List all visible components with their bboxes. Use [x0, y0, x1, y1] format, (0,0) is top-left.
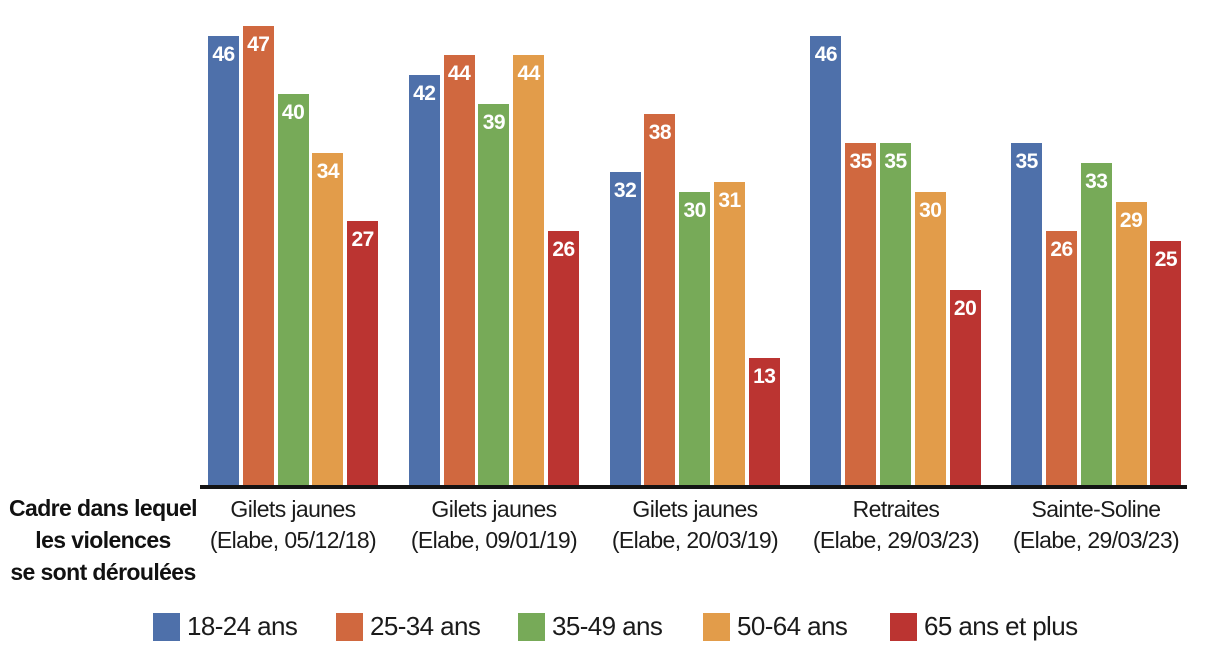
- bar-series-2-group-0: 40: [277, 94, 309, 485]
- bar-value-label: 38: [648, 121, 672, 144]
- category-label-line1: Gilets jaunes: [632, 496, 758, 522]
- bar-value-label: 44: [517, 62, 541, 85]
- category-label-line2: (Elabe, 29/03/23): [812, 527, 980, 553]
- bar-value-label: 29: [1119, 209, 1143, 232]
- bar-value-label: 35: [849, 150, 873, 173]
- bar-value-label: 13: [753, 365, 776, 388]
- bar-series-4-group-0: 27: [347, 221, 379, 485]
- bar-series-3-group-2: 31: [714, 182, 745, 485]
- legend-item-2: 35-49 ans: [518, 611, 663, 642]
- bar-value-label: 26: [1050, 238, 1073, 261]
- legend-swatch-icon: [703, 612, 730, 641]
- bar-series-2-group-3: 35: [880, 143, 911, 485]
- category-label-line2: (Elabe, 09/01/19): [410, 527, 578, 553]
- bar-value-label: 47: [247, 33, 270, 56]
- bar-value-label: 31: [718, 189, 741, 212]
- plot-area: 46 42 32 46 35 47 44 38 35 26 40 39 30 35 33 34 44 31 30 29…: [200, 0, 1187, 489]
- x-axis-title-line: se sont déroulées: [10, 559, 196, 585]
- legend-item-3: 50-64 ans: [703, 611, 848, 642]
- x-axis-title: Cadre dans lequel les violences se sont …: [8, 492, 198, 588]
- bar-series-3-group-0: 34: [312, 153, 344, 485]
- category-label-1: Gilets jaunes (Elabe, 09/01/19): [384, 494, 604, 556]
- category-label-line1: Retraites: [852, 496, 940, 522]
- bar-series-1-group-0: 47: [242, 26, 274, 485]
- bar-series-2-group-4: 33: [1080, 163, 1112, 485]
- bar-value-label: 46: [814, 43, 838, 66]
- bar-series-1-group-4: 26: [1046, 231, 1077, 485]
- bar-series-0-group-2: 32: [609, 172, 641, 485]
- legend-label: 65 ans et plus: [924, 611, 1078, 641]
- category-label-line1: Sainte-Soline: [1031, 496, 1161, 522]
- bar-series-4-group-3: 20: [949, 290, 981, 485]
- legend: 18-24 ans 25-34 ans 35-49 ans 50-64 ans 65 a…: [0, 611, 1218, 645]
- bar-series-0-group-0: 46: [208, 36, 239, 485]
- legend-label: 25-34 ans: [370, 611, 481, 641]
- category-label-line2: (Elabe, 20/03/19): [611, 527, 779, 553]
- bar-series-3-group-1: 44: [513, 55, 545, 485]
- legend-item-1: 25-34 ans: [336, 611, 481, 642]
- category-label-line1: Gilets jaunes: [431, 496, 557, 522]
- bar-series-2-group-1: 39: [478, 104, 510, 485]
- category-label-3: Retraites (Elabe, 29/03/23): [786, 494, 1006, 556]
- x-axis-title-line: Cadre dans lequel: [9, 495, 198, 521]
- category-label-line1: Gilets jaunes: [230, 496, 356, 522]
- bar-value-label: 34: [316, 160, 340, 183]
- bar-value-label: 40: [281, 101, 305, 124]
- bar-value-label: 26: [552, 238, 575, 261]
- bar-value-label: 35: [884, 150, 907, 173]
- category-label-2: Gilets jaunes (Elabe, 20/03/19): [585, 494, 805, 556]
- bar-value-label: 35: [1015, 150, 1039, 173]
- bar-series-2-group-2: 30: [679, 192, 711, 485]
- bar-series-0-group-4: 35: [1011, 143, 1043, 485]
- bar-series-1-group-1: 44: [443, 55, 475, 485]
- bar-value-label: 44: [447, 62, 471, 85]
- legend-label: 35-49 ans: [552, 611, 663, 641]
- bar-value-label: 46: [212, 43, 235, 66]
- bar-value-label: 42: [413, 82, 436, 105]
- category-label-line2: (Elabe, 05/12/18): [209, 527, 377, 553]
- legend-label: 18-24 ans: [187, 611, 298, 641]
- bar-series-4-group-4: 25: [1150, 241, 1182, 485]
- bar-value-label: 39: [482, 111, 506, 134]
- category-label-4: Sainte-Soline (Elabe, 29/03/23): [986, 494, 1206, 556]
- bar-value-label: 30: [919, 199, 942, 222]
- bar-value-label: 25: [1154, 248, 1178, 271]
- bar-series-1-group-3: 35: [845, 143, 877, 485]
- bar-series-3-group-3: 30: [914, 192, 946, 485]
- legend-swatch-icon: [153, 612, 180, 641]
- bar-value-label: 27: [351, 228, 375, 251]
- legend-swatch-icon: [518, 612, 545, 641]
- bar-value-label: 20: [953, 297, 977, 320]
- bar-value-label: 30: [683, 199, 707, 222]
- legend-label: 50-64 ans: [737, 611, 848, 641]
- bar-series-0-group-3: 46: [810, 36, 842, 485]
- category-label-0: Gilets jaunes (Elabe, 05/12/18): [183, 494, 403, 556]
- category-label-line2: (Elabe, 29/03/23): [1012, 527, 1180, 553]
- bar-series-1-group-2: 38: [644, 114, 676, 485]
- legend-item-4: 65 ans et plus: [890, 611, 1078, 642]
- x-axis-title-line: les violences: [35, 527, 171, 553]
- bar-value-label: 33: [1085, 170, 1108, 193]
- bar-value-label: 32: [613, 179, 637, 202]
- bar-series-4-group-2: 13: [748, 358, 780, 485]
- legend-swatch-icon: [890, 612, 917, 641]
- bar-series-4-group-1: 26: [548, 231, 579, 485]
- bar-series-3-group-4: 29: [1115, 202, 1147, 485]
- legend-swatch-icon: [336, 612, 363, 641]
- legend-item-0: 18-24 ans: [153, 611, 298, 642]
- bar-series-0-group-1: 42: [408, 75, 440, 485]
